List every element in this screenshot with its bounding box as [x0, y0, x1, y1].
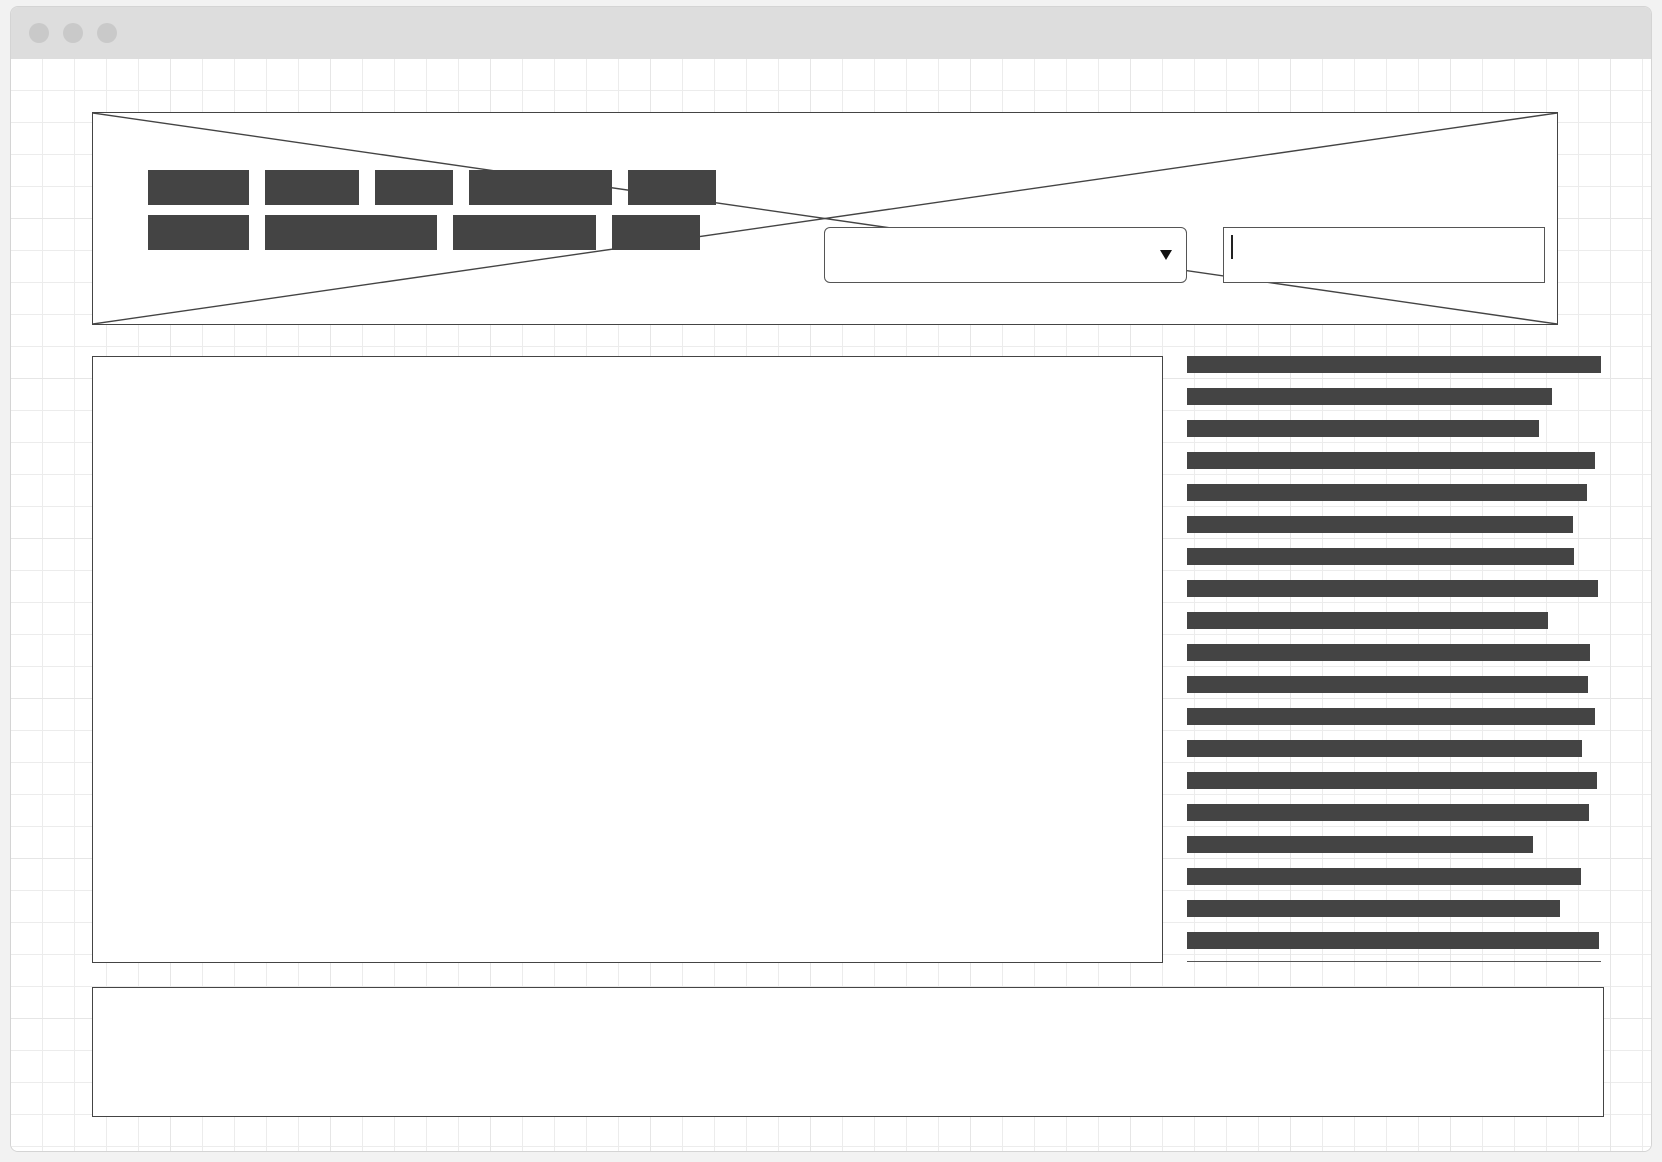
sidebar-item[interactable]	[1187, 900, 1560, 917]
sidebar-item[interactable]	[1187, 388, 1552, 405]
sidebar-item[interactable]	[1187, 644, 1590, 661]
sidebar-item[interactable]	[1187, 548, 1574, 565]
sidebar-item[interactable]	[1187, 516, 1573, 533]
sidebar-item[interactable]	[1187, 836, 1533, 853]
sidebar-item[interactable]	[1187, 484, 1587, 501]
sidebar-item[interactable]	[1187, 868, 1581, 885]
sidebar-item[interactable]	[1187, 452, 1595, 469]
sidebar-item[interactable]	[1187, 356, 1601, 373]
header-dropdown[interactable]	[824, 227, 1187, 283]
nav-item-6[interactable]	[148, 215, 249, 250]
nav-item-1[interactable]	[148, 170, 249, 205]
window-zoom-button[interactable]	[97, 23, 117, 43]
nav-item-7[interactable]	[265, 215, 437, 250]
sidebar-item[interactable]	[1187, 676, 1588, 693]
sidebar-item[interactable]	[1187, 740, 1582, 757]
window-minimize-button[interactable]	[63, 23, 83, 43]
nav-item-3[interactable]	[375, 170, 453, 205]
wireframe-canvas	[11, 59, 1651, 1151]
sidebar-item[interactable]	[1187, 580, 1598, 597]
sidebar-list	[1187, 356, 1603, 964]
nav-item-4[interactable]	[469, 170, 612, 205]
sidebar-divider	[1187, 961, 1601, 962]
sidebar-item[interactable]	[1187, 420, 1539, 437]
nav-item-8[interactable]	[453, 215, 596, 250]
sidebar-item[interactable]	[1187, 612, 1548, 629]
window-titlebar	[11, 7, 1651, 59]
nav-item-5[interactable]	[628, 170, 716, 205]
nav-item-2[interactable]	[265, 170, 359, 205]
sidebar-item[interactable]	[1187, 772, 1597, 789]
text-cursor	[1231, 235, 1233, 259]
nav-item-9[interactable]	[612, 215, 700, 250]
footer-area	[92, 987, 1604, 1117]
search-input[interactable]	[1223, 227, 1545, 283]
image-placeholder-icon	[93, 113, 1557, 324]
browser-window	[10, 6, 1652, 1152]
window-close-button[interactable]	[29, 23, 49, 43]
main-content-area	[92, 356, 1163, 963]
header-banner	[92, 112, 1558, 325]
sidebar-item[interactable]	[1187, 932, 1599, 949]
caret-down-icon	[1160, 250, 1172, 260]
sidebar-item[interactable]	[1187, 804, 1589, 821]
sidebar-item[interactable]	[1187, 708, 1595, 725]
